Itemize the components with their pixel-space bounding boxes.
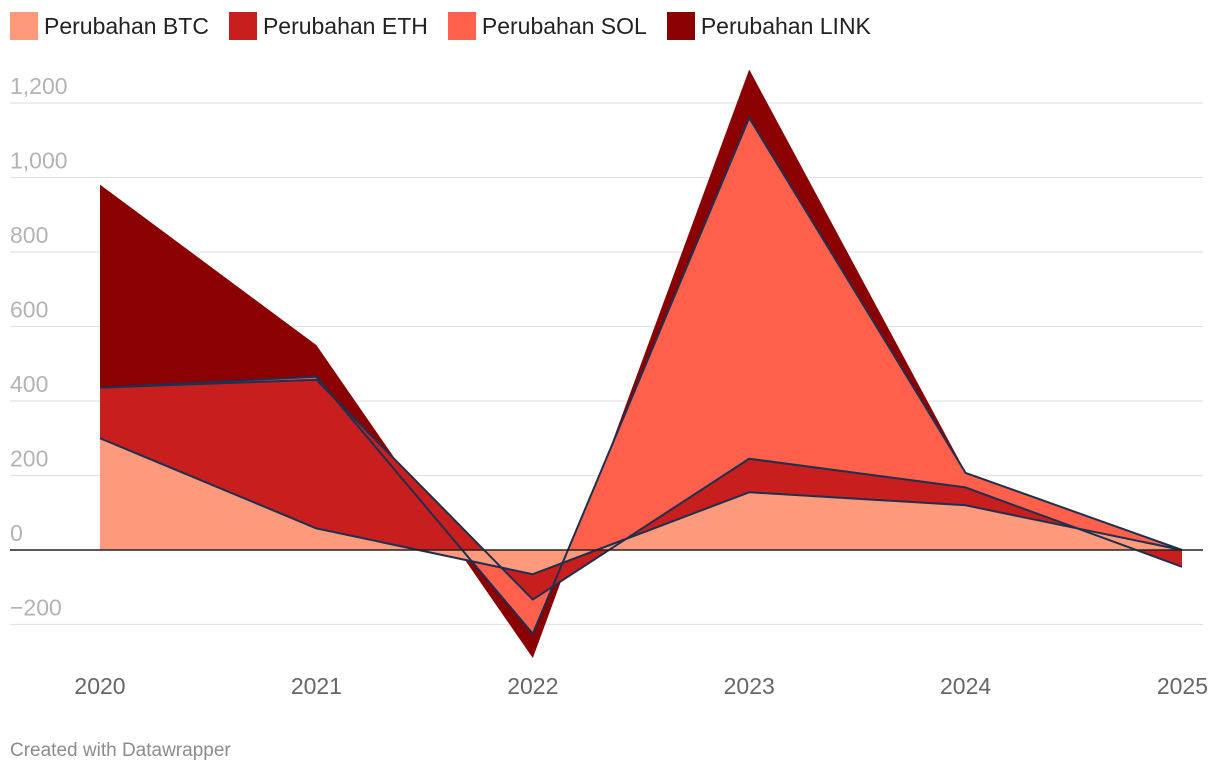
legend-label-sol: Perubahan SOL [481, 12, 647, 39]
outline-btc [99, 437, 1183, 576]
legend: Perubahan BTC Perubahan ETH Perubahan SO… [10, 10, 891, 42]
legend-label-eth: Perubahan ETH [262, 12, 428, 39]
legend-swatch-link [666, 12, 695, 40]
x-axis-ticks: 2020 2021 2022 2023 2024 2025 [74, 673, 1208, 699]
legend-item-link: Perubahan LINK [666, 12, 871, 40]
x-tick-label: 2020 [74, 673, 125, 699]
x-tick-label: 2024 [940, 673, 991, 699]
outline-sol [99, 116, 1183, 635]
y-tick-label: 200 [10, 446, 48, 472]
legend-item-eth: Perubahan ETH [228, 12, 428, 40]
legend-swatch-btc [10, 12, 38, 40]
legend-item-btc: Perubahan BTC [10, 12, 209, 40]
x-tick-label: 2021 [291, 673, 342, 699]
legend-label-btc: Perubahan BTC [44, 12, 209, 39]
y-tick-label: 1,200 [10, 73, 68, 99]
y-tick-label: 600 [10, 297, 48, 323]
y-tick-label: 0 [10, 520, 23, 546]
legend-label-link: Perubahan LINK [700, 12, 871, 39]
series-outlines [99, 116, 1183, 635]
area-link [100, 69, 1182, 659]
x-tick-label: 2025 [1157, 673, 1208, 699]
legend-item-sol: Perubahan SOL [447, 12, 647, 40]
outline-eth [99, 378, 1183, 601]
x-tick-label: 2022 [507, 673, 558, 699]
area-series [100, 69, 1182, 659]
y-tick-label: −200 [10, 595, 62, 621]
credit-footer: Created with Datawrapper [10, 740, 231, 761]
y-tick-label: 400 [10, 371, 48, 397]
y-tick-label: 1,000 [10, 148, 68, 174]
y-tick-label: 800 [10, 222, 48, 248]
legend-swatch-eth [228, 12, 257, 40]
legend-swatch-sol [447, 12, 476, 40]
x-tick-label: 2023 [724, 673, 775, 699]
y-axis-ticks: 1,200 1,000 800 600 400 200 0 −200 [10, 73, 68, 621]
